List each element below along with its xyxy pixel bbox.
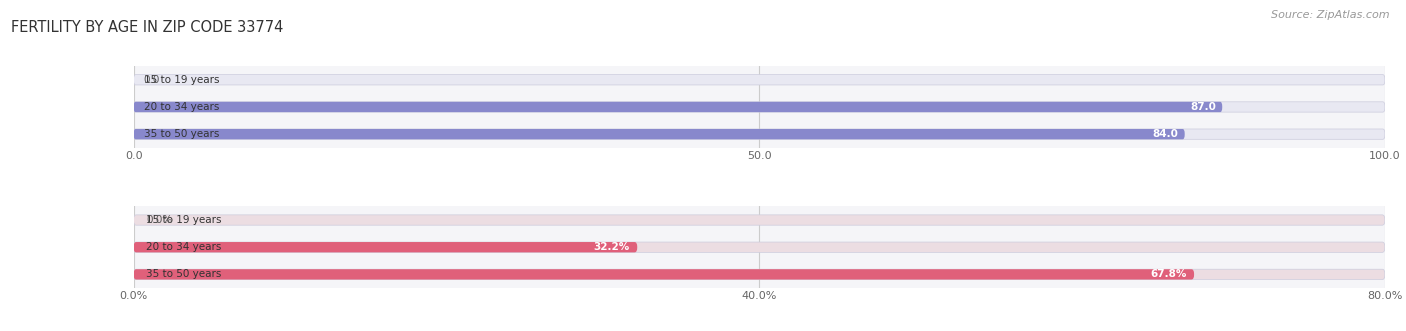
- Text: 67.8%: 67.8%: [1150, 269, 1187, 279]
- Text: 15 to 19 years: 15 to 19 years: [146, 215, 222, 225]
- Text: 0.0: 0.0: [143, 75, 160, 85]
- FancyBboxPatch shape: [134, 129, 1385, 139]
- Text: 20 to 34 years: 20 to 34 years: [143, 102, 219, 112]
- FancyBboxPatch shape: [134, 242, 637, 252]
- Text: 20 to 34 years: 20 to 34 years: [146, 242, 222, 252]
- FancyBboxPatch shape: [134, 129, 1185, 139]
- Text: 87.0: 87.0: [1189, 102, 1216, 112]
- Text: 32.2%: 32.2%: [593, 242, 630, 252]
- Text: 84.0: 84.0: [1153, 129, 1178, 139]
- FancyBboxPatch shape: [134, 102, 1222, 112]
- FancyBboxPatch shape: [134, 215, 1385, 225]
- Text: FERTILITY BY AGE IN ZIP CODE 33774: FERTILITY BY AGE IN ZIP CODE 33774: [11, 20, 284, 35]
- Text: 35 to 50 years: 35 to 50 years: [146, 269, 222, 279]
- Text: 0.0%: 0.0%: [146, 215, 173, 225]
- FancyBboxPatch shape: [134, 74, 1385, 85]
- FancyBboxPatch shape: [134, 269, 1194, 280]
- FancyBboxPatch shape: [134, 242, 1385, 252]
- FancyBboxPatch shape: [134, 269, 1385, 280]
- Text: 35 to 50 years: 35 to 50 years: [143, 129, 219, 139]
- FancyBboxPatch shape: [134, 102, 1385, 112]
- Text: 15 to 19 years: 15 to 19 years: [143, 75, 219, 85]
- Text: Source: ZipAtlas.com: Source: ZipAtlas.com: [1271, 10, 1389, 20]
